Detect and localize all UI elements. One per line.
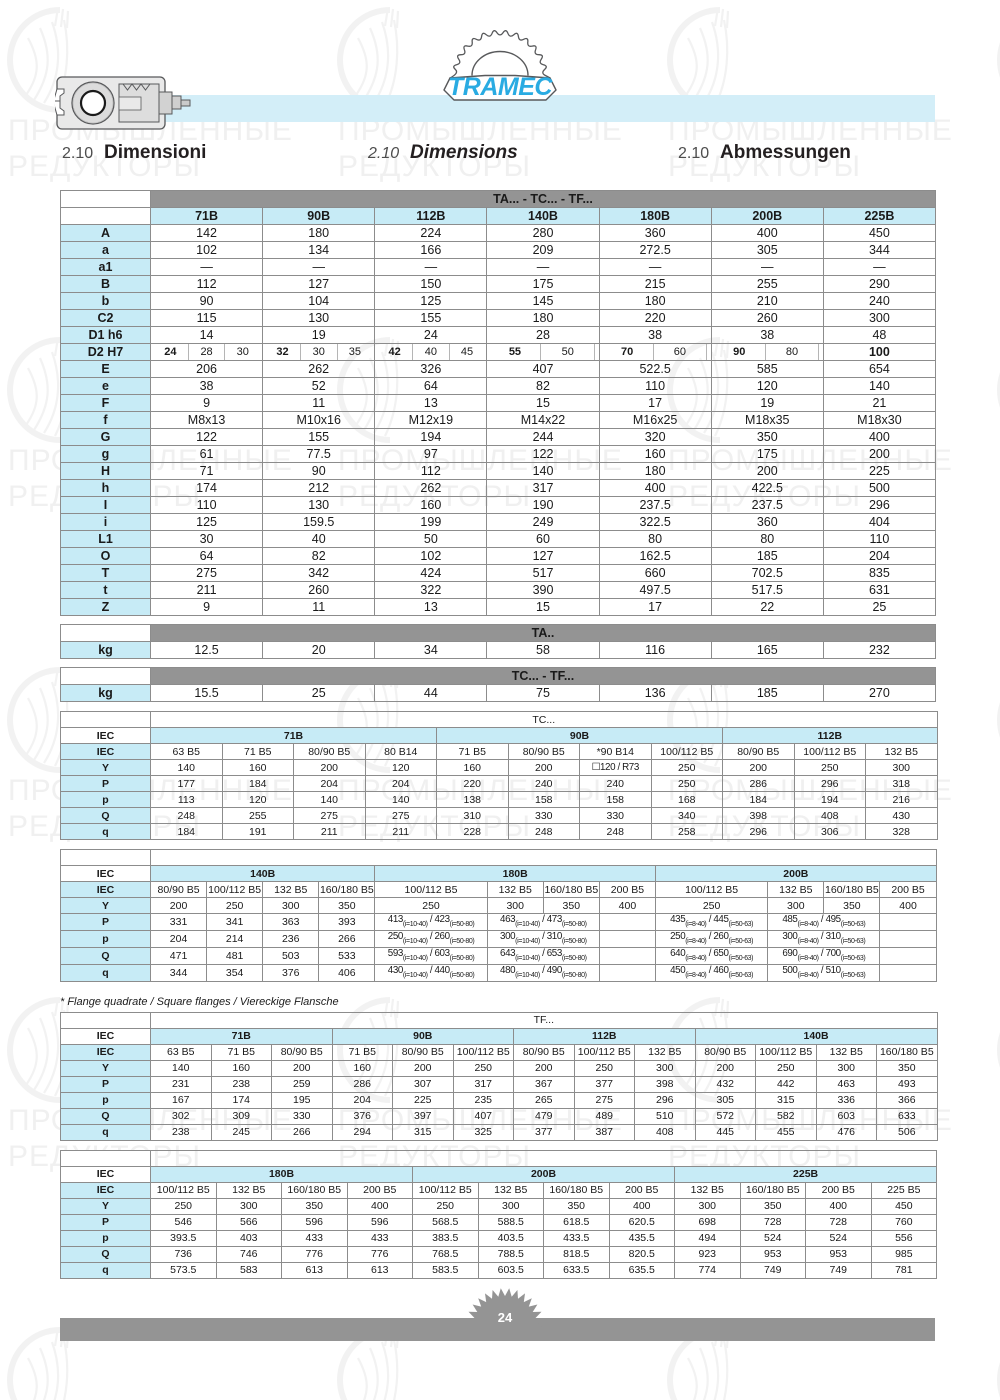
svg-text:24: 24	[498, 1310, 513, 1325]
svg-text:TRAMEC: TRAMEC	[448, 73, 553, 101]
